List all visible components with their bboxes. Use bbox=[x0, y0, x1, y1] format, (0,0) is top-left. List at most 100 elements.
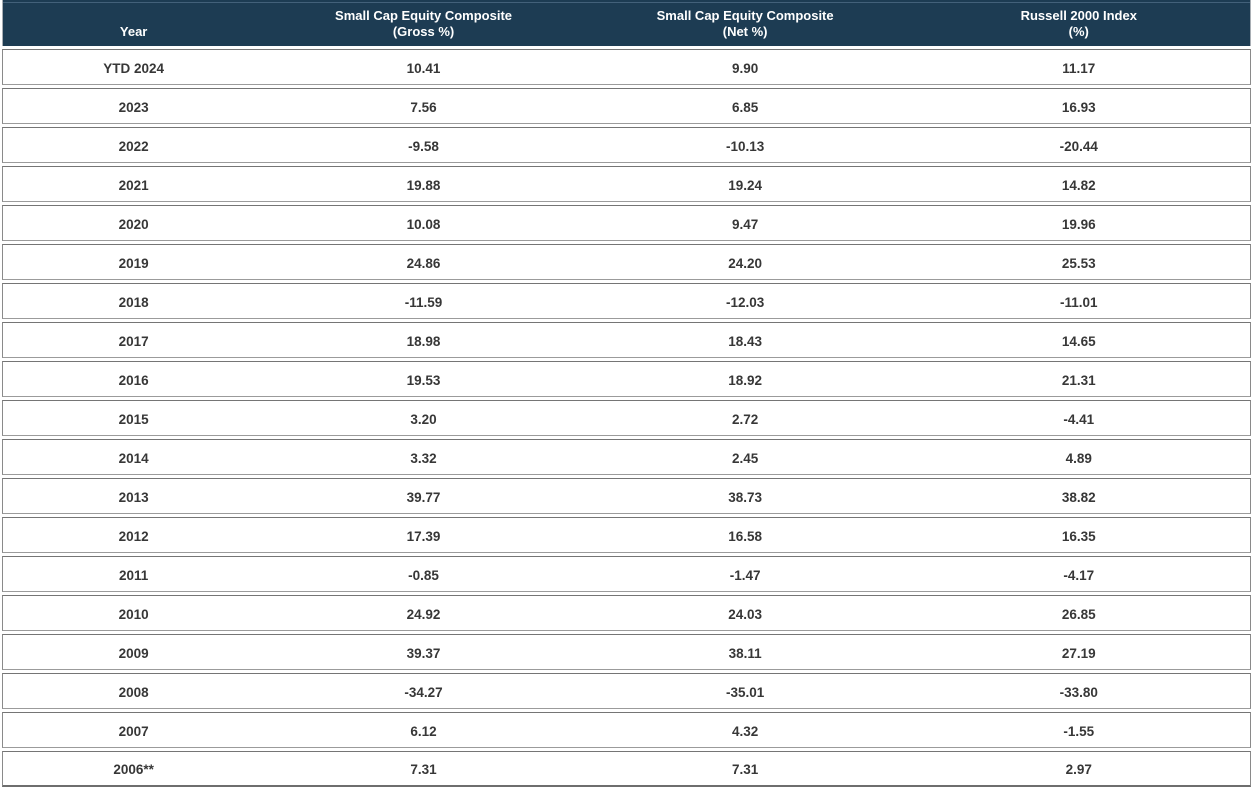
gross-return-cell: 19.53 bbox=[264, 361, 583, 397]
russell-return-cell: 16.35 bbox=[907, 517, 1251, 553]
col-header-net-line1: Small Cap Equity Composite bbox=[656, 8, 834, 23]
net-return-cell: 38.73 bbox=[582, 478, 908, 514]
gross-return-cell: 24.86 bbox=[264, 244, 583, 280]
russell-return-cell: -20.44 bbox=[907, 127, 1251, 163]
table-row: 2012 17.39 16.58 16.35 bbox=[2, 517, 1251, 553]
net-return-cell: 4.32 bbox=[582, 712, 908, 748]
net-return-cell: 19.24 bbox=[582, 166, 908, 202]
col-header-russell-line1: Russell 2000 Index bbox=[1020, 8, 1137, 23]
russell-return-cell: -4.41 bbox=[907, 400, 1251, 436]
table-row: 2006** 7.31 7.31 2.97 bbox=[2, 751, 1251, 787]
gross-return-cell: -34.27 bbox=[264, 673, 583, 709]
header-row: Year Small Cap Equity Composite (Gross %… bbox=[2, 0, 1251, 46]
table-row: 2011 -0.85 -1.47 -4.17 bbox=[2, 556, 1251, 592]
year-cell: 2009 bbox=[2, 634, 265, 670]
net-return-cell: 24.20 bbox=[582, 244, 908, 280]
net-return-cell: 38.11 bbox=[582, 634, 908, 670]
table-row: 2010 24.92 24.03 26.85 bbox=[2, 595, 1251, 631]
col-header-gross-line2: (Gross %) bbox=[392, 24, 455, 39]
year-cell: 2016 bbox=[2, 361, 265, 397]
russell-return-cell: 19.96 bbox=[907, 205, 1251, 241]
table-header: Year Small Cap Equity Composite (Gross %… bbox=[2, 0, 1251, 46]
year-cell: 2006** bbox=[2, 751, 265, 787]
year-cell: 2014 bbox=[2, 439, 265, 475]
russell-return-cell: 4.89 bbox=[907, 439, 1251, 475]
net-return-cell: 7.31 bbox=[582, 751, 908, 787]
gross-return-cell: 7.31 bbox=[264, 751, 583, 787]
year-cell: 2021 bbox=[2, 166, 265, 202]
col-header-net-line2: (Net %) bbox=[722, 24, 768, 39]
gross-return-cell: 18.98 bbox=[264, 322, 583, 358]
table-row: 2022 -9.58 -10.13 -20.44 bbox=[2, 127, 1251, 163]
gross-return-cell: -0.85 bbox=[264, 556, 583, 592]
russell-return-cell: 27.19 bbox=[907, 634, 1251, 670]
col-header-year: Year bbox=[2, 0, 265, 46]
col-header-gross-line1: Small Cap Equity Composite bbox=[335, 8, 513, 23]
table-row: 2014 3.32 2.45 4.89 bbox=[2, 439, 1251, 475]
russell-return-cell: 11.17 bbox=[907, 49, 1251, 85]
net-return-cell: 2.72 bbox=[582, 400, 908, 436]
net-return-cell: -10.13 bbox=[582, 127, 908, 163]
gross-return-cell: 17.39 bbox=[264, 517, 583, 553]
net-return-cell: 24.03 bbox=[582, 595, 908, 631]
russell-return-cell: 14.82 bbox=[907, 166, 1251, 202]
col-header-net: Small Cap Equity Composite (Net %) bbox=[582, 0, 908, 46]
russell-return-cell: -1.55 bbox=[907, 712, 1251, 748]
year-cell: 2010 bbox=[2, 595, 265, 631]
gross-return-cell: 39.37 bbox=[264, 634, 583, 670]
gross-return-cell: 3.32 bbox=[264, 439, 583, 475]
table-row: YTD 2024 10.41 9.90 11.17 bbox=[2, 49, 1251, 85]
gross-return-cell: -9.58 bbox=[264, 127, 583, 163]
table-row: 2018 -11.59 -12.03 -11.01 bbox=[2, 283, 1251, 319]
russell-return-cell: 2.97 bbox=[907, 751, 1251, 787]
table-row: 2007 6.12 4.32 -1.55 bbox=[2, 712, 1251, 748]
year-cell: 2012 bbox=[2, 517, 265, 553]
net-return-cell: -12.03 bbox=[582, 283, 908, 319]
table-row: 2019 24.86 24.20 25.53 bbox=[2, 244, 1251, 280]
year-cell: 2015 bbox=[2, 400, 265, 436]
russell-return-cell: 25.53 bbox=[907, 244, 1251, 280]
net-return-cell: 2.45 bbox=[582, 439, 908, 475]
year-cell: 2018 bbox=[2, 283, 265, 319]
russell-return-cell: -11.01 bbox=[907, 283, 1251, 319]
year-cell: 2017 bbox=[2, 322, 265, 358]
table-row: 2009 39.37 38.11 27.19 bbox=[2, 634, 1251, 670]
russell-return-cell: 21.31 bbox=[907, 361, 1251, 397]
net-return-cell: 9.90 bbox=[582, 49, 908, 85]
table-row: 2017 18.98 18.43 14.65 bbox=[2, 322, 1251, 358]
year-cell: 2011 bbox=[2, 556, 265, 592]
gross-return-cell: 24.92 bbox=[264, 595, 583, 631]
russell-return-cell: 16.93 bbox=[907, 88, 1251, 124]
gross-return-cell: -11.59 bbox=[264, 283, 583, 319]
year-cell: 2008 bbox=[2, 673, 265, 709]
net-return-cell: 6.85 bbox=[582, 88, 908, 124]
gross-return-cell: 6.12 bbox=[264, 712, 583, 748]
russell-return-cell: 26.85 bbox=[907, 595, 1251, 631]
year-cell: 2007 bbox=[2, 712, 265, 748]
gross-return-cell: 10.08 bbox=[264, 205, 583, 241]
net-return-cell: 18.92 bbox=[582, 361, 908, 397]
year-cell: 2022 bbox=[2, 127, 265, 163]
col-header-russell-line2: (%) bbox=[1068, 24, 1089, 39]
russell-return-cell: -4.17 bbox=[907, 556, 1251, 592]
table-row: 2013 39.77 38.73 38.82 bbox=[2, 478, 1251, 514]
net-return-cell: 9.47 bbox=[582, 205, 908, 241]
year-cell: 2020 bbox=[2, 205, 265, 241]
table-body: YTD 2024 10.41 9.90 11.17 2023 7.56 6.85… bbox=[2, 49, 1251, 787]
gross-return-cell: 3.20 bbox=[264, 400, 583, 436]
year-cell: 2019 bbox=[2, 244, 265, 280]
col-header-gross: Small Cap Equity Composite (Gross %) bbox=[264, 0, 583, 46]
table-row: 2023 7.56 6.85 16.93 bbox=[2, 88, 1251, 124]
table-row: 2008 -34.27 -35.01 -33.80 bbox=[2, 673, 1251, 709]
net-return-cell: -1.47 bbox=[582, 556, 908, 592]
col-header-russell: Russell 2000 Index (%) bbox=[907, 0, 1251, 46]
russell-return-cell: -33.80 bbox=[907, 673, 1251, 709]
gross-return-cell: 39.77 bbox=[264, 478, 583, 514]
russell-return-cell: 14.65 bbox=[907, 322, 1251, 358]
year-cell: 2023 bbox=[2, 88, 265, 124]
table-row: 2016 19.53 18.92 21.31 bbox=[2, 361, 1251, 397]
table-row: 2020 10.08 9.47 19.96 bbox=[2, 205, 1251, 241]
net-return-cell: 16.58 bbox=[582, 517, 908, 553]
